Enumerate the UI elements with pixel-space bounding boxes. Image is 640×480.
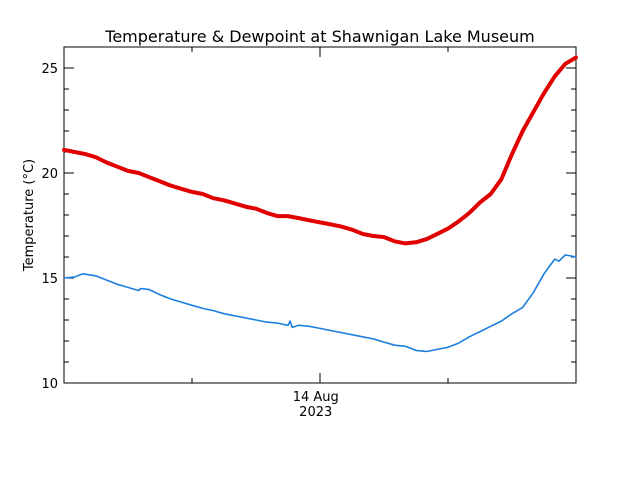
chart-title: Temperature & Dewpoint at Shawnigan Lake… [104,27,534,46]
y-tick-label: 25 [41,62,58,77]
plot-frame [63,46,577,384]
y-tick-label: 20 [41,167,58,182]
y-tick-label: 15 [41,272,58,287]
y-axis-label: Temperature (°C) [22,159,37,272]
dewpoint-line [63,254,577,353]
x-tick-label-year: 2023 [299,405,332,420]
temperature-line [62,55,578,246]
y-tick-label: 10 [41,377,58,392]
x-tick-label-date: 14 Aug [293,390,339,405]
data-series [62,55,578,353]
